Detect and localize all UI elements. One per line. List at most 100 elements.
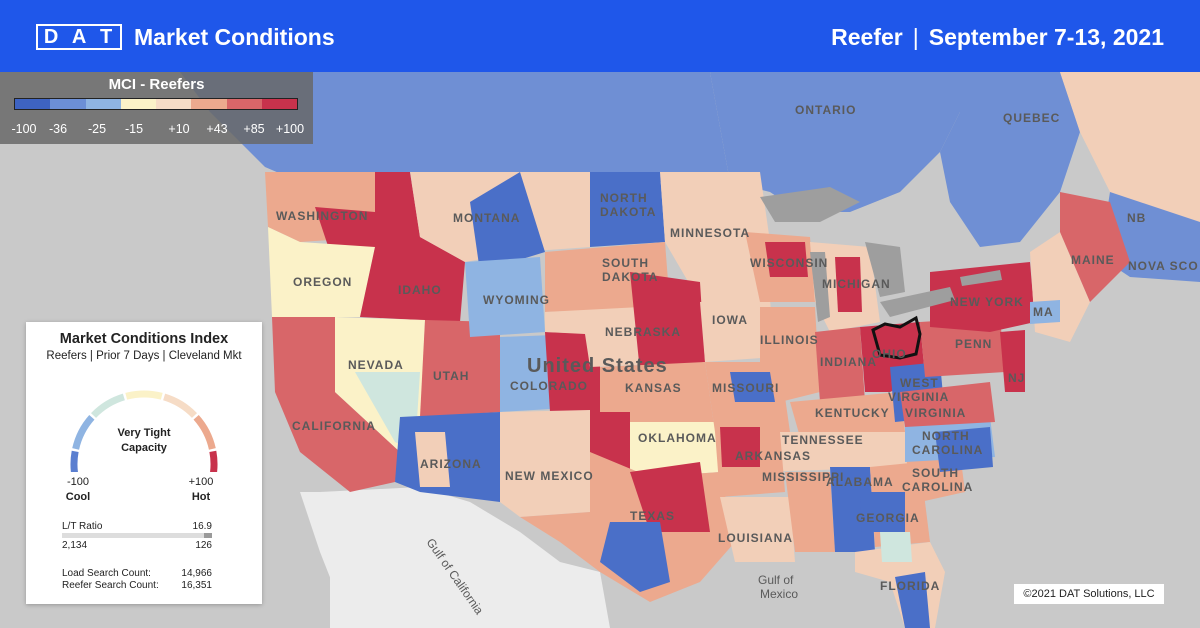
region-louisiana (720, 497, 795, 562)
region-ga-blue (860, 492, 905, 532)
region-oregon (268, 227, 375, 317)
region-ar-red (720, 427, 760, 467)
scale-tick: -100 (11, 122, 37, 136)
region-co-south (545, 332, 600, 412)
date-range: September 7-13, 2021 (928, 24, 1164, 50)
label-tennessee: TENNESSEE (782, 433, 864, 447)
market-conditions-card: Market Conditions Index Reefers | Prior … (26, 322, 262, 604)
label-new-york: NEW YORK (950, 295, 1024, 309)
gauge-status-line1: Very Tight (117, 427, 171, 439)
label-louisiana: LOUISIANA (718, 531, 793, 545)
page-title: Market Conditions (134, 24, 335, 50)
region-az-west (415, 432, 450, 487)
lt-trucks: 126 (195, 540, 212, 551)
scale-title: MCI - Reefers (108, 76, 205, 93)
region-mt-east (470, 172, 545, 272)
label-indiana: INDIANA (820, 355, 877, 369)
lt-ratio-bar (62, 533, 212, 538)
region-iowa (700, 300, 775, 362)
region-utah (420, 320, 500, 417)
load-search-row: Load Search Count: 14,966 (62, 568, 212, 579)
region-new-york (930, 262, 1035, 332)
label-nevada: NEVADA (348, 358, 404, 372)
scale-segment (85, 99, 121, 109)
region-mi-red (835, 257, 862, 312)
lake-ontario (960, 270, 1002, 286)
region-california (272, 317, 400, 492)
scale-tick: +100 (275, 122, 305, 136)
label-gulf-of-mexico-2: Mexico (760, 587, 798, 601)
label-mississippi: MISSISSIPPI (762, 470, 844, 484)
scale-segment (191, 99, 227, 109)
header-separator: | (912, 24, 919, 50)
region-mississippi (785, 472, 835, 552)
region-virginia (900, 382, 995, 427)
label-illinois: ILLINOIS (760, 333, 819, 347)
label-nova-scotia: NOVA SCO (1128, 259, 1199, 273)
label-alabama: ALABAMA (826, 475, 894, 489)
label-new-mexico: NEW MEXICO (505, 469, 594, 483)
region-idaho (360, 172, 465, 322)
label-wyoming: WYOMING (483, 293, 550, 307)
region-fl-green (880, 532, 912, 562)
card-title: Market Conditions Index (59, 331, 229, 347)
region-pennsylvania (920, 317, 1005, 377)
gauge-status: Very Tight Capacity (94, 426, 194, 456)
region-tx-west (630, 462, 710, 532)
label-michigan: MICHIGAN (822, 277, 891, 291)
gauge-segment (125, 390, 163, 400)
label-california: CALIFORNIA (292, 419, 376, 433)
region-mo-blue (730, 372, 775, 402)
label-ohio: OHIO (872, 347, 907, 361)
label-montana: MONTANA (453, 211, 520, 225)
label-south-dakota-2: DAKOTA (602, 270, 658, 284)
equipment-type: Reefer (831, 24, 903, 50)
label-north-carolina-1: NORTH (922, 429, 970, 443)
region-fl-blue (895, 572, 930, 628)
scale-tick: -25 (87, 122, 107, 136)
mci-map: ONTARIO QUEBEC NB NOVA SCO WASHINGTON MO… (0, 72, 1200, 628)
region-nj (1000, 330, 1025, 392)
region-alberta (340, 72, 480, 182)
scale-tick: -15 (124, 122, 144, 136)
gauge-min: -100 Cool (56, 475, 100, 505)
lt-ratio-bar-fill (204, 533, 212, 538)
region-maine (1060, 192, 1130, 302)
scale-segment (120, 99, 156, 109)
card-subtitle: Reefers | Prior 7 Days | Cleveland Mkt (46, 350, 242, 362)
region-tx-south (600, 522, 670, 592)
label-missouri: MISSOURI (712, 381, 779, 395)
label-iowa: IOWA (712, 313, 748, 327)
lake-michigan (810, 252, 830, 322)
label-oregon: OREGON (293, 275, 352, 289)
header-bar: D A T Market Conditions Reefer | Septemb… (0, 0, 1200, 72)
cleveland-market-outline (871, 315, 922, 360)
label-penn: PENN (955, 337, 992, 351)
label-north-dakota-1: NORTH (600, 191, 648, 205)
label-quebec: QUEBEC (1003, 111, 1060, 125)
region-wi-red (765, 242, 808, 277)
label-ma: MA (1033, 305, 1054, 319)
gauge-segment (163, 393, 197, 419)
lt-loads: 2,134 (62, 540, 88, 551)
region-minnesota (660, 172, 770, 302)
gauge-max: +100 Hot (179, 475, 223, 505)
label-colorado: COLORADO (510, 379, 588, 393)
region-ne-east (630, 272, 705, 372)
gauge-status-line2: Capacity (121, 442, 167, 454)
label-washington: WASHINGTON (276, 209, 368, 223)
label-georgia: GEORGIA (856, 511, 920, 525)
scale-segment (226, 99, 262, 109)
label-gulf-of-mexico-1: Gulf of (758, 573, 794, 587)
region-nc-blue (935, 427, 993, 472)
label-north-carolina-2: CAROLINA (912, 443, 983, 457)
reefer-search-row: Reefer Search Count: 16,351 (62, 580, 212, 591)
region-manitoba (610, 72, 730, 182)
label-utah: UTAH (433, 369, 469, 383)
gauge-max-value: +100 (188, 476, 214, 488)
label-maine: MAINE (1071, 253, 1115, 267)
label-nebraska: NEBRASKA (605, 325, 681, 339)
region-labrador (1060, 72, 1200, 222)
logo-letter-a: A (71, 26, 89, 48)
label-oklahoma: OKLAHOMA (638, 431, 717, 445)
